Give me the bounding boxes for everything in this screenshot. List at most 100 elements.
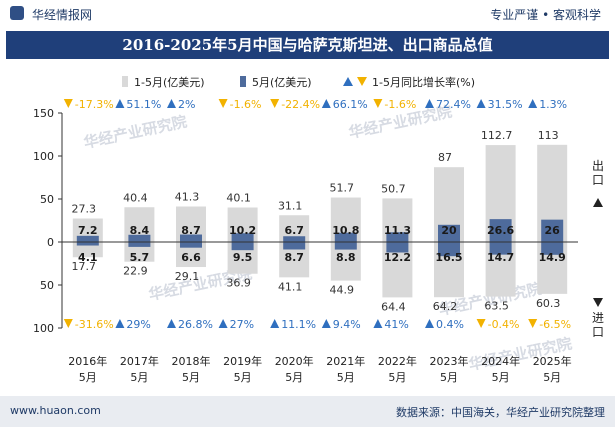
growth-up-icon bbox=[425, 99, 434, 108]
growth-up-icon bbox=[218, 319, 228, 328]
import-ytd-value: 29.1 bbox=[175, 270, 200, 283]
export-month-value: 26.6 bbox=[487, 224, 514, 237]
x-tick-label: 2017年 bbox=[120, 354, 159, 368]
growth-down-icon bbox=[528, 319, 538, 328]
import-month-value: 14.7 bbox=[487, 251, 514, 264]
import-ytd-value: 41.1 bbox=[278, 280, 303, 293]
export-ytd-value: 27.3 bbox=[72, 203, 97, 216]
growth-down-icon bbox=[373, 99, 383, 108]
growth-up-icon bbox=[167, 319, 176, 328]
import-growth-value: -6.5% bbox=[539, 318, 571, 331]
export-growth-value: 72.4% bbox=[436, 98, 471, 111]
growth-up-icon bbox=[476, 99, 486, 108]
import-growth-value: 26.8% bbox=[178, 318, 213, 331]
brand-name: 华经情报网 bbox=[32, 8, 93, 22]
footer-bar: www.huaon.com 数据来源：中国海关，华经产业研究院整理 bbox=[0, 396, 615, 427]
y-tick-label: 100 bbox=[33, 150, 54, 163]
import-month-bar bbox=[76, 242, 99, 246]
growth-down-icon bbox=[476, 319, 486, 328]
export-month-bar bbox=[386, 232, 409, 242]
import-month-value: 6.6 bbox=[181, 251, 201, 264]
export-ytd-value: 40.4 bbox=[123, 191, 148, 204]
export-month-bar bbox=[489, 219, 512, 242]
import-ytd-value: 36.9 bbox=[226, 277, 251, 290]
import-month-value: 9.5 bbox=[233, 251, 253, 264]
y-tick-label: 50 bbox=[40, 193, 54, 206]
import-growth-value: 0.4% bbox=[436, 318, 464, 331]
chart-title: 2016-2025年5月中国与哈萨克斯坦进、出口商品总值 bbox=[122, 36, 493, 54]
export-side-label: 口 bbox=[592, 173, 604, 187]
export-month-value: 10.8 bbox=[332, 224, 359, 237]
x-tick-label: 2018年 bbox=[172, 354, 211, 368]
import-month-bar bbox=[386, 242, 409, 253]
legend-ytd-swatch bbox=[122, 76, 128, 87]
growth-up-icon bbox=[167, 99, 176, 108]
import-ytd-value: 22.9 bbox=[123, 265, 148, 278]
x-tick-label: 5月 bbox=[492, 371, 510, 384]
export-month-bar bbox=[180, 234, 202, 242]
import-ytd-value: 17.7 bbox=[72, 260, 97, 273]
import-growth-value: -0.4% bbox=[488, 318, 520, 331]
import-month-bar bbox=[334, 242, 357, 250]
x-tick-label: 5月 bbox=[543, 371, 561, 384]
export-month-bar bbox=[438, 224, 460, 242]
import-growth-value: -31.6% bbox=[75, 318, 114, 331]
x-tick-label: 2020年 bbox=[275, 354, 314, 368]
export-growth-value: 51.1% bbox=[126, 98, 161, 111]
export-growth-value: -1.6% bbox=[230, 98, 262, 111]
x-tick-label: 2023年 bbox=[430, 354, 469, 368]
x-tick-label: 2021年 bbox=[326, 354, 365, 368]
import-growth-value: 27% bbox=[230, 318, 254, 331]
export-month-bar bbox=[76, 235, 99, 242]
import-growth-value: 41% bbox=[384, 318, 408, 331]
import-month-value: 12.2 bbox=[384, 251, 411, 264]
export-growth-value: -22.4% bbox=[281, 98, 320, 111]
x-tick-label: 2022年 bbox=[378, 354, 417, 368]
import-growth-value: 11.1% bbox=[281, 318, 316, 331]
import-month-bar bbox=[128, 242, 151, 247]
y-tick-label: 150 bbox=[33, 107, 54, 120]
export-month-value: 8.4 bbox=[130, 224, 150, 237]
export-growth-value: 1.3% bbox=[539, 98, 567, 111]
export-month-value: 6.7 bbox=[284, 224, 304, 237]
import-ytd-value: 44.9 bbox=[330, 284, 355, 297]
export-month-value: 20 bbox=[441, 224, 457, 237]
y-tick-label: 100 bbox=[33, 322, 54, 335]
y-tick-label: 0 bbox=[47, 236, 54, 249]
export-growth-value: 66.1% bbox=[333, 98, 368, 111]
brand-logo-icon bbox=[10, 6, 24, 20]
x-tick-label: 5月 bbox=[182, 371, 200, 384]
export-arrow-up-icon bbox=[593, 198, 603, 207]
import-month-bar bbox=[231, 242, 254, 251]
title-bar: 2016-2025年5月中国与哈萨克斯坦进、出口商品总值 bbox=[6, 31, 609, 59]
import-month-value: 16.5 bbox=[435, 251, 462, 264]
x-tick-label: 2019年 bbox=[223, 354, 262, 368]
export-ytd-value: 40.1 bbox=[226, 192, 251, 205]
x-tick-label: 5月 bbox=[130, 371, 148, 384]
export-ytd-value: 112.7 bbox=[481, 129, 513, 142]
import-month-bar bbox=[283, 242, 306, 250]
legend-ytd-label: 1-5月(亿美元) bbox=[134, 76, 205, 89]
import-month-bar bbox=[541, 242, 564, 255]
brand-slogan: 专业严谨 • 客观科学 bbox=[490, 8, 601, 22]
import-side-label: 进 bbox=[592, 311, 604, 325]
growth-up-icon bbox=[373, 319, 383, 328]
export-ytd-value: 41.3 bbox=[175, 190, 200, 203]
export-growth-value: 31.5% bbox=[488, 98, 523, 111]
export-side-label: 出 bbox=[592, 159, 604, 173]
growth-down-icon bbox=[63, 319, 73, 328]
import-growth-value: 29% bbox=[126, 318, 150, 331]
export-month-value: 11.3 bbox=[384, 224, 411, 237]
import-ytd-value: 60.3 bbox=[536, 297, 561, 310]
growth-up-icon bbox=[321, 99, 331, 108]
import-ytd-value: 64.2 bbox=[433, 300, 458, 313]
export-ytd-value: 113 bbox=[538, 129, 559, 142]
growth-up-icon bbox=[270, 319, 280, 328]
export-ytd-value: 50.7 bbox=[381, 182, 406, 195]
import-arrow-down-icon bbox=[593, 298, 603, 307]
import-ytd-value: 63.5 bbox=[484, 300, 509, 313]
import-ytd-value: 64.4 bbox=[381, 300, 406, 313]
growth-up-icon bbox=[528, 99, 538, 108]
export-growth-value: -17.3% bbox=[75, 98, 114, 111]
